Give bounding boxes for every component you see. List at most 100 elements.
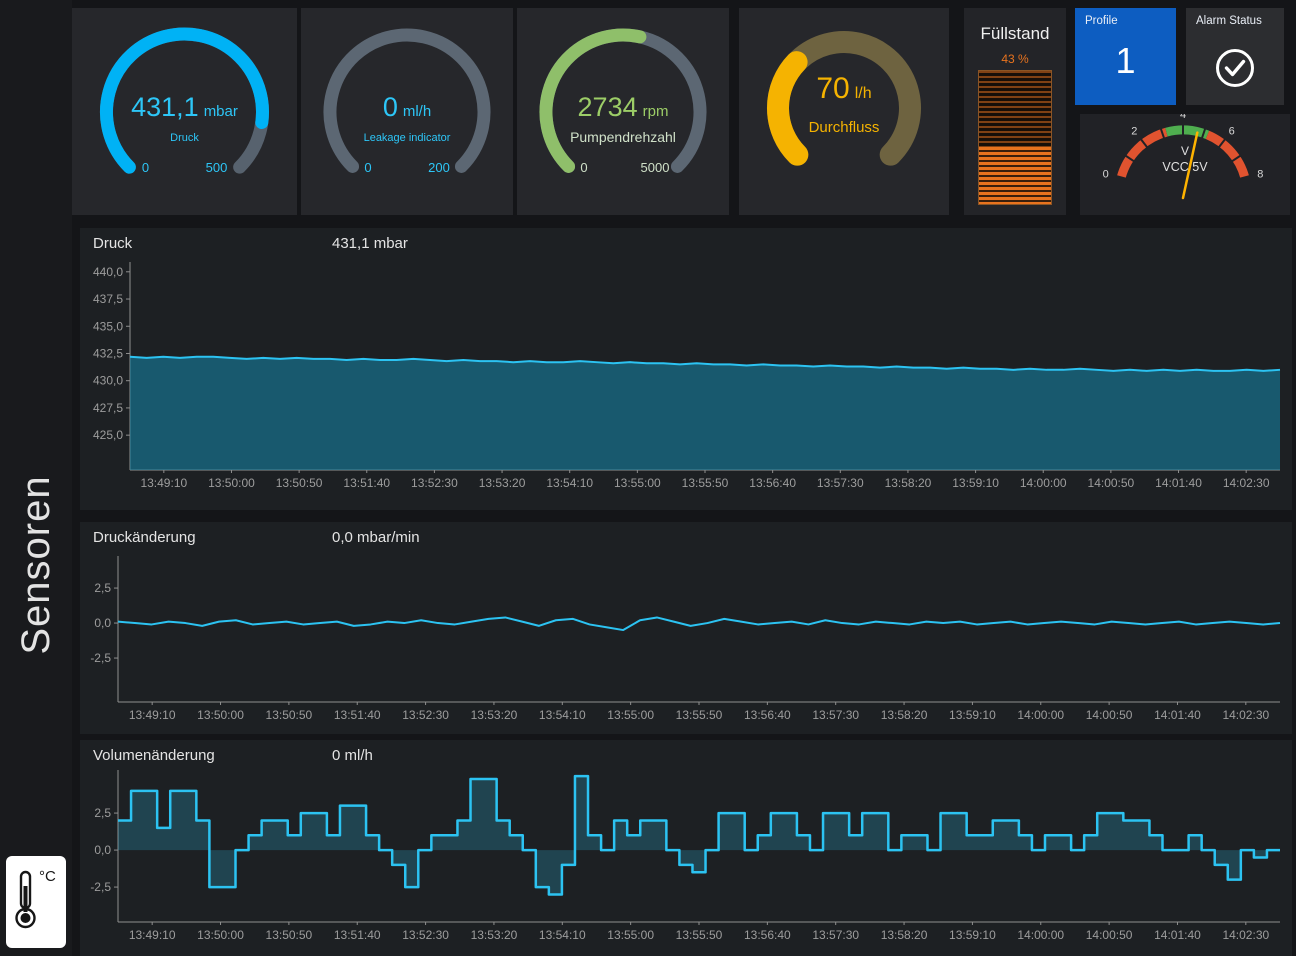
svg-text:13:55:50: 13:55:50: [676, 928, 723, 942]
svg-text:13:56:40: 13:56:40: [749, 476, 796, 490]
svg-text:13:51:40: 13:51:40: [334, 708, 381, 722]
leakage-gauge-label: Leakage indicator: [363, 132, 451, 144]
svg-text:13:59:10: 13:59:10: [952, 476, 999, 490]
svg-text:0,0: 0,0: [94, 616, 111, 630]
svg-text:14:02:30: 14:02:30: [1222, 708, 1269, 722]
svg-text:13:51:40: 13:51:40: [343, 476, 390, 490]
svg-text:13:52:30: 13:52:30: [402, 708, 449, 722]
druck-gauge-arc: [100, 27, 269, 174]
pumpendrehzahl-gauge-max: 5000: [640, 160, 670, 175]
svg-text:432,5: 432,5: [93, 346, 123, 360]
svg-text:13:58:20: 13:58:20: [885, 476, 932, 490]
svg-text:13:57:30: 13:57:30: [812, 708, 859, 722]
svg-text:427,5: 427,5: [93, 401, 123, 415]
pumpendrehzahl-gauge-min: 0: [580, 160, 588, 175]
svg-text:13:50:00: 13:50:00: [208, 476, 255, 490]
svg-text:13:50:50: 13:50:50: [266, 928, 313, 942]
svg-text:13:49:10: 13:49:10: [129, 928, 176, 942]
svg-text:14:01:40: 14:01:40: [1154, 708, 1201, 722]
svg-text:13:51:40: 13:51:40: [334, 928, 381, 942]
chart-druckaenderung-title: Druckänderung: [93, 529, 196, 546]
druck-gauge-unit: mbar: [203, 103, 238, 120]
chart-druckaenderung: Druckänderung 0,0 mbar/min 2,5 0,0 -2,5 13:…: [80, 522, 1292, 734]
svg-text:14:02:30: 14:02:30: [1223, 476, 1270, 490]
svg-text:13:54:10: 13:54:10: [539, 928, 586, 942]
leakage-gauge-value-row: 0 ml/h: [301, 92, 513, 123]
pumpendrehzahl-gauge-label: Pumpendrehzahl: [570, 129, 676, 145]
gauge-druck: 431,1 mbar Druck 0 500: [72, 8, 297, 215]
chart-druck-current-value: 431,1 mbar: [332, 235, 408, 252]
svg-text:13:53:20: 13:53:20: [479, 476, 526, 490]
svg-text:13:57:30: 13:57:30: [817, 476, 864, 490]
voltmeter-dial: 0 2 4 6 8: [1103, 114, 1263, 200]
voltmeter-widget: 0 2 4 6 8 V VCC 5V: [1080, 114, 1290, 215]
alarm-status-tile[interactable]: Alarm Status: [1186, 8, 1284, 105]
svg-text:13:56:40: 13:56:40: [744, 928, 791, 942]
svg-text:13:53:20: 13:53:20: [471, 928, 518, 942]
druckaenderung-chart-canvas: 2,5 0,0 -2,5 13:49:10 13:50:00 13:50:50 13:51:…: [90, 556, 1281, 722]
svg-text:14:00:00: 14:00:00: [1017, 928, 1064, 942]
svg-text:13:58:20: 13:58:20: [881, 708, 928, 722]
druck-gauge-value-row: 431,1 mbar: [72, 92, 297, 123]
svg-text:14:01:40: 14:01:40: [1155, 476, 1202, 490]
svg-text:13:58:20: 13:58:20: [881, 928, 928, 942]
svg-text:13:49:10: 13:49:10: [140, 476, 187, 490]
druck-chart-canvas: 440,0 437,5 435,0 432,5 430,0 427,5 425,0 13:49…: [93, 262, 1281, 490]
durchfluss-gauge-arc: [767, 31, 921, 166]
svg-text:430,0: 430,0: [93, 374, 123, 388]
svg-text:14:01:40: 14:01:40: [1154, 928, 1201, 942]
svg-text:13:56:40: 13:56:40: [744, 708, 791, 722]
svg-text:-2,5: -2,5: [90, 880, 111, 894]
druck-gauge-min: 0: [141, 160, 150, 175]
leakage-gauge-max: 200: [428, 160, 450, 175]
leakage-gauge-value: 0: [382, 92, 398, 122]
chart-druckaenderung-current-value: 0,0 mbar/min: [332, 529, 420, 546]
svg-text:0,0: 0,0: [94, 843, 111, 857]
durchfluss-gauge-value: 70: [816, 72, 850, 105]
svg-text:435,0: 435,0: [93, 319, 123, 333]
svg-text:13:50:00: 13:50:00: [197, 708, 244, 722]
durchfluss-gauge-value-row: 70 l/h: [739, 72, 949, 106]
svg-text:14:02:30: 14:02:30: [1222, 928, 1269, 942]
voltmeter-name-label: VCC 5V: [1162, 160, 1208, 174]
leakage-gauge-arc: [323, 28, 491, 173]
chart-druck-title: Druck: [93, 235, 133, 252]
leakage-gauge-min: 0: [364, 160, 372, 175]
svg-text:425,0: 425,0: [93, 428, 123, 442]
pumpendrehzahl-gauge-value: 2734: [577, 92, 638, 122]
thermometer-icon: [15, 870, 36, 929]
sidebar-title: Sensoren: [13, 475, 58, 655]
fuellstand-title: Füllstand: [980, 24, 1050, 43]
druck-gauge-label: Druck: [170, 132, 199, 144]
svg-text:8: 8: [1257, 168, 1263, 180]
svg-text:14:00:00: 14:00:00: [1020, 476, 1067, 490]
temperature-nav-tile[interactable]: °C: [6, 856, 66, 948]
profile-tile[interactable]: Profile 1: [1075, 8, 1176, 105]
svg-text:13:57:30: 13:57:30: [812, 928, 859, 942]
svg-text:13:59:10: 13:59:10: [949, 708, 996, 722]
svg-text:13:54:10: 13:54:10: [539, 708, 586, 722]
druck-gauge-max: 500: [205, 160, 228, 175]
durchfluss-gauge-unit: l/h: [854, 85, 872, 102]
fuellstand-widget: Füllstand 43 %: [964, 8, 1066, 215]
svg-text:0: 0: [1103, 168, 1109, 180]
chart-volumenaenderung-current-value: 0 ml/h: [332, 747, 373, 764]
pumpendrehzahl-gauge-arc: [539, 28, 707, 173]
gauge-durchfluss: 70 l/h Durchfluss: [739, 8, 949, 215]
svg-text:14:00:50: 14:00:50: [1086, 708, 1133, 722]
svg-text:13:50:50: 13:50:50: [266, 708, 313, 722]
profile-number: 1: [1115, 40, 1136, 81]
voltmeter-unit-label: V: [1180, 144, 1189, 158]
durchfluss-gauge-label: Durchfluss: [808, 119, 880, 136]
svg-text:13:55:00: 13:55:00: [614, 476, 661, 490]
svg-text:13:55:50: 13:55:50: [682, 476, 729, 490]
gauge-pumpendrehzahl: 2734 rpm Pumpendrehzahl 0 5000: [517, 8, 729, 215]
svg-text:2,5: 2,5: [94, 806, 111, 820]
svg-text:440,0: 440,0: [93, 265, 123, 279]
svg-text:14:00:00: 14:00:00: [1017, 708, 1064, 722]
profile-caption: Profile: [1085, 15, 1118, 27]
svg-text:13:52:30: 13:52:30: [402, 928, 449, 942]
leakage-gauge-unit: ml/h: [402, 103, 432, 120]
tank-fill-level: [979, 146, 1051, 204]
